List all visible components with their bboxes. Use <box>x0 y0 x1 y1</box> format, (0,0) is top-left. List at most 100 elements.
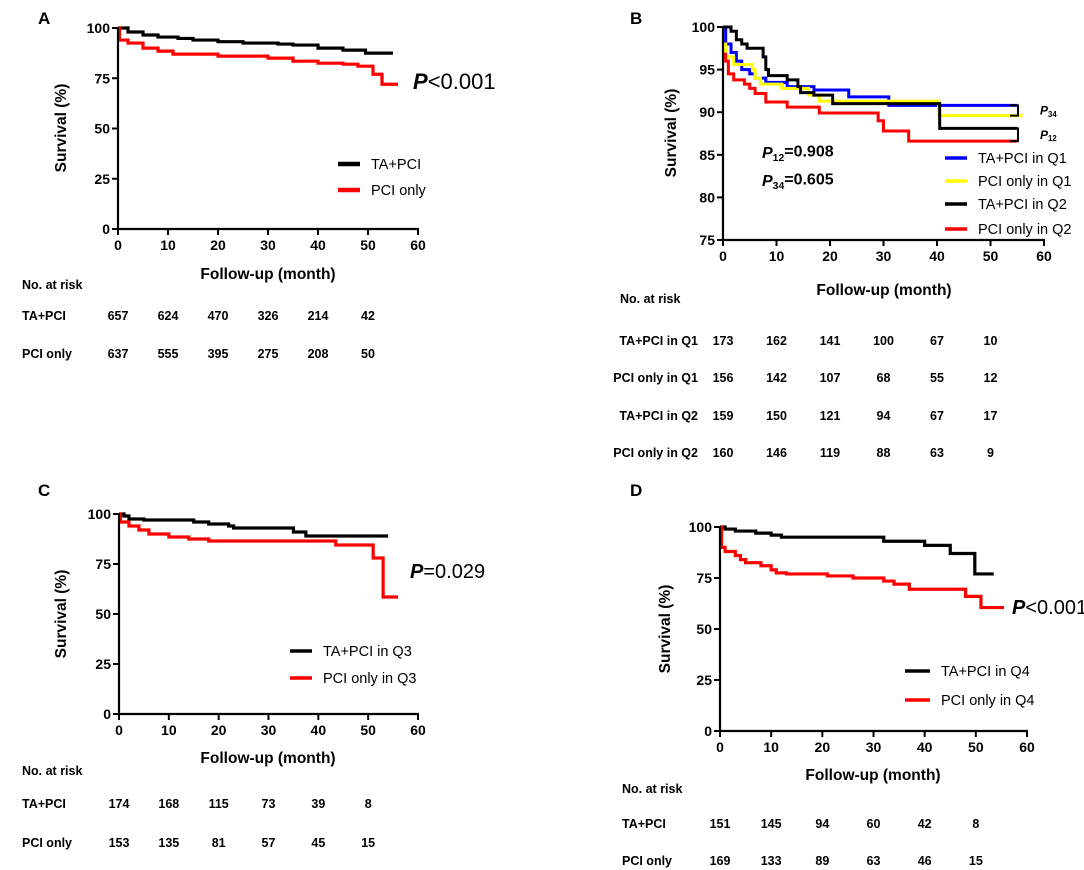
risk-count: 208 <box>308 347 329 361</box>
risk-count: 88 <box>877 446 891 460</box>
risk-table-title: No. at risk <box>620 292 680 306</box>
risk-count: 57 <box>262 836 276 850</box>
y-tick-label: 0 <box>103 706 111 722</box>
risk-count: 46 <box>918 854 932 868</box>
p-subscript: 12 <box>1048 134 1057 143</box>
x-tick-label: 30 <box>876 248 892 264</box>
survival-curve-ta-pci-in-q4 <box>720 525 994 576</box>
panel-letter: B <box>630 9 642 28</box>
panel-letter: C <box>38 481 50 500</box>
y-tick-label: 90 <box>699 104 715 120</box>
p-value: P34=0.605 <box>762 171 834 192</box>
x-axis-title: Follow-up (month) <box>200 266 335 283</box>
risk-row-label: PCI only <box>22 347 72 361</box>
panel-b: B 0 10 20 30 40 50 60 75 80 85 90 95 100 Follow-up (mo… <box>613 9 1071 460</box>
y-tick-label: 100 <box>689 519 713 535</box>
risk-count: 12 <box>984 371 998 385</box>
y-tick-label: 25 <box>95 656 111 672</box>
risk-count: 162 <box>766 334 787 348</box>
y-tick-label: 50 <box>94 121 110 137</box>
risk-count: 624 <box>158 309 179 323</box>
y-tick-label: 100 <box>87 20 111 36</box>
risk-count: 326 <box>258 309 279 323</box>
survival-curve-pci-only-in-q4 <box>719 525 1004 610</box>
p-subscript: 34 <box>773 181 785 192</box>
y-axis-title: Survival (%) <box>53 84 70 173</box>
x-tick-label: 50 <box>360 722 376 738</box>
risk-count: 63 <box>930 446 944 460</box>
p-value: P12=0.908 <box>762 143 834 164</box>
p-symbol: P <box>1040 128 1049 142</box>
x-tick-label: 50 <box>360 237 376 253</box>
p-subscript: 34 <box>1048 110 1057 119</box>
y-tick-label: 25 <box>94 171 110 187</box>
y-tick-label: 75 <box>95 556 111 572</box>
survival-curve-ta-pci <box>118 26 393 55</box>
risk-count: 94 <box>877 409 891 423</box>
x-tick-label: 10 <box>769 248 785 264</box>
risk-count: 55 <box>930 371 944 385</box>
risk-count: 146 <box>766 446 787 460</box>
risk-count: 45 <box>311 836 325 850</box>
x-tick-label: 60 <box>410 237 426 253</box>
y-tick-label: 75 <box>94 70 110 86</box>
risk-count: 637 <box>108 347 129 361</box>
risk-row-label: TA+PCI <box>22 797 66 811</box>
risk-count: 133 <box>761 854 782 868</box>
survival-curve-ta-pci-in-q3 <box>119 512 389 538</box>
p-symbol: P <box>762 173 773 190</box>
risk-count: 73 <box>262 797 276 811</box>
panel-c: C 0 10 20 30 40 50 60 0 25 50 75 100 Follow-up (month… <box>22 481 485 850</box>
risk-row-label: PCI only <box>22 836 72 850</box>
legend-label: PCI only in Q1 <box>978 174 1072 190</box>
risk-count: 115 <box>209 797 229 811</box>
panel-letter: A <box>38 9 50 28</box>
risk-count: 50 <box>361 347 375 361</box>
x-tick-label: 10 <box>763 739 779 755</box>
risk-count: 68 <box>877 371 891 385</box>
bracket-label: P34 <box>1040 103 1057 118</box>
survival-curve-pci-only-in-q2 <box>723 52 1018 143</box>
risk-count: 60 <box>867 817 881 831</box>
legend-label: PCI only <box>371 183 427 199</box>
y-tick-label: 80 <box>699 189 715 205</box>
legend-label: TA+PCI in Q1 <box>978 151 1067 167</box>
y-tick-label: 75 <box>696 570 712 586</box>
risk-row-label: PCI only in Q2 <box>613 446 698 460</box>
x-tick-label: 60 <box>410 722 426 738</box>
x-tick-label: 30 <box>261 722 277 738</box>
risk-table-title: No. at risk <box>22 764 82 778</box>
legend-label: TA+PCI in Q4 <box>941 664 1030 680</box>
x-tick-label: 50 <box>983 248 999 264</box>
risk-count: 15 <box>969 854 983 868</box>
x-tick-label: 40 <box>310 237 326 253</box>
p-value: P<0.001 <box>1012 597 1084 619</box>
risk-count: 15 <box>361 836 375 850</box>
risk-count: 275 <box>258 347 279 361</box>
p-symbol: P <box>1012 597 1026 619</box>
survival-curve-pci-only-in-q3 <box>118 512 399 599</box>
risk-row-label: TA+PCI <box>622 817 666 831</box>
p-value-text: <0.001 <box>428 69 496 94</box>
x-tick-label: 40 <box>311 722 327 738</box>
x-tick-label: 0 <box>115 722 123 738</box>
p-value-text: =0.908 <box>784 143 833 160</box>
panel-letter: D <box>630 481 642 500</box>
p-value-text: =0.029 <box>423 561 485 583</box>
p-symbol: P <box>413 69 428 94</box>
risk-count: 100 <box>873 334 894 348</box>
x-tick-label: 60 <box>1036 248 1052 264</box>
risk-count: 89 <box>815 854 829 868</box>
risk-table-title: No. at risk <box>622 782 682 796</box>
risk-count: 169 <box>710 854 731 868</box>
p-value-text: =0.605 <box>784 171 833 188</box>
risk-count: 8 <box>365 797 372 811</box>
x-tick-label: 30 <box>260 237 276 253</box>
x-tick-label: 50 <box>968 739 984 755</box>
risk-count: 145 <box>761 817 782 831</box>
risk-count: 121 <box>820 409 841 423</box>
comparison-bracket <box>1010 104 1019 117</box>
x-tick-label: 0 <box>716 739 724 755</box>
